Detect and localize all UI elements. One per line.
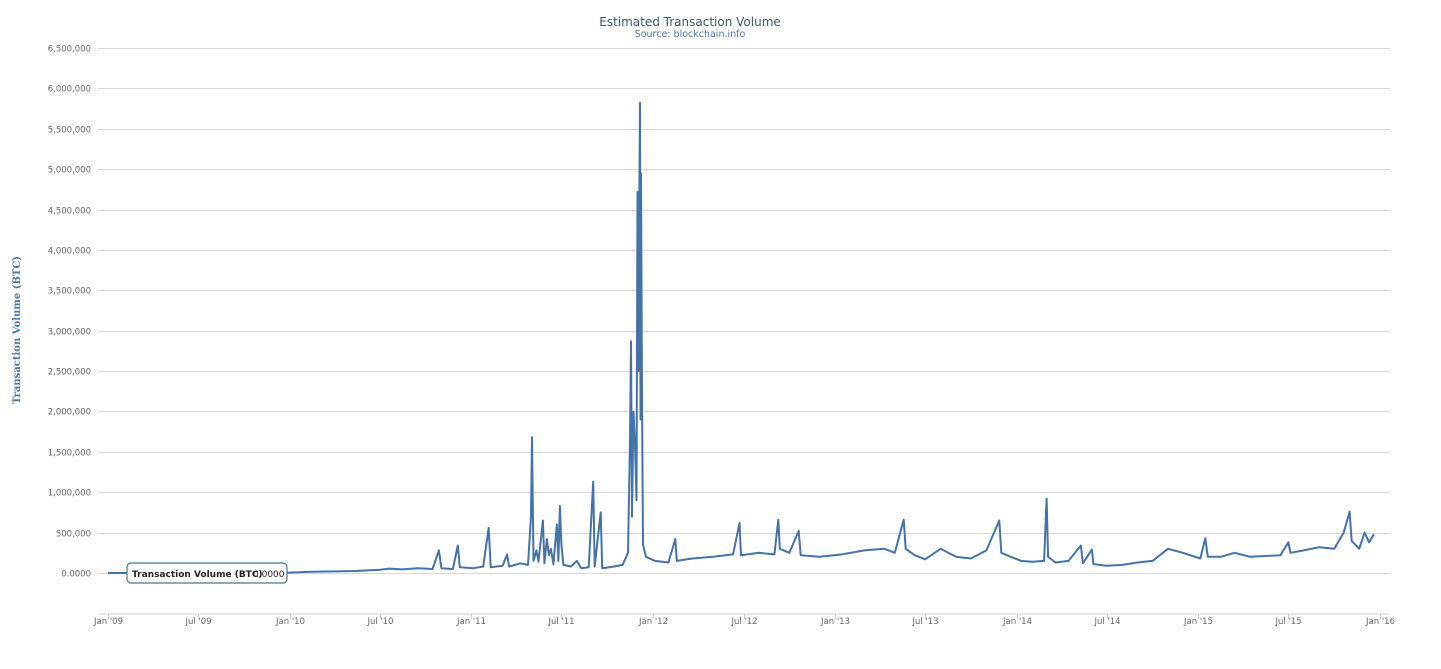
y-tick-label: 6,500,000	[48, 45, 91, 55]
x-tick-label: Jul '13	[911, 617, 938, 627]
y-tick-label: 2,000,000	[48, 408, 91, 418]
grid	[98, 48, 1390, 574]
legend-series-value: 0.0000	[253, 570, 285, 580]
x-tick-label: Jan '15	[1183, 617, 1213, 627]
x-tick-label: Jul '14	[1093, 617, 1120, 627]
legend-box[interactable]	[126, 562, 288, 584]
y-tick-label: 5,000,000	[48, 166, 91, 176]
y-axis-ticks: 0.0000 500,000 1,000,000 1,500,000 2,000,000…	[48, 45, 91, 580]
y-tick-label: 0.0000	[61, 570, 91, 580]
y-tick-label: 1,500,000	[48, 449, 91, 459]
x-tick-label: Jul '10	[366, 617, 393, 627]
legend-series-name: Transaction Volume (BTC)	[132, 570, 263, 580]
y-tick-label: 1,000,000	[48, 489, 91, 499]
x-tick-label: Jan '11	[456, 617, 486, 627]
y-tick-label: 2,500,000	[48, 368, 91, 378]
y-tick-label: 3,500,000	[48, 287, 91, 297]
x-tick-label: Jan '09	[93, 617, 123, 627]
x-tick-label: Jul '11	[547, 617, 574, 627]
x-axis-ticks: Jan '09 Jul '09 Jan '10 Jul '10 Jan '11 Jul '…	[93, 614, 1395, 627]
y-tick-label: 4,500,000	[48, 207, 91, 217]
series	[109, 101, 1375, 574]
x-tick-label: Jan '16	[1365, 617, 1395, 627]
x-tick-label: Jul '09	[184, 617, 211, 627]
x-tick-label: Jul '12	[730, 617, 757, 627]
chart-subtitle: Source: blockchain.info	[635, 29, 746, 40]
y-tick-label: 3,000,000	[48, 328, 91, 338]
legend[interactable]: Transaction Volume (BTC) 0.0000	[108, 562, 288, 584]
y-tick-label: 5,500,000	[48, 126, 91, 136]
x-tick-label: Jan '13	[820, 617, 850, 627]
y-tick-label: 4,000,000	[48, 247, 91, 257]
chart-title: Estimated Transaction Volume	[599, 15, 781, 29]
x-tick-label: Jan '12	[638, 617, 668, 627]
x-tick-label: Jan '14	[1002, 617, 1032, 627]
series-line-transaction-volume	[109, 101, 1375, 574]
x-tick-label: Jul '15	[1274, 617, 1301, 627]
y-axis-label: Transaction Volume (BTC)	[12, 256, 23, 404]
y-tick-label: 500,000	[56, 530, 91, 540]
y-tick-label: 6,000,000	[48, 85, 91, 95]
x-tick-label: Jan '10	[275, 617, 305, 627]
